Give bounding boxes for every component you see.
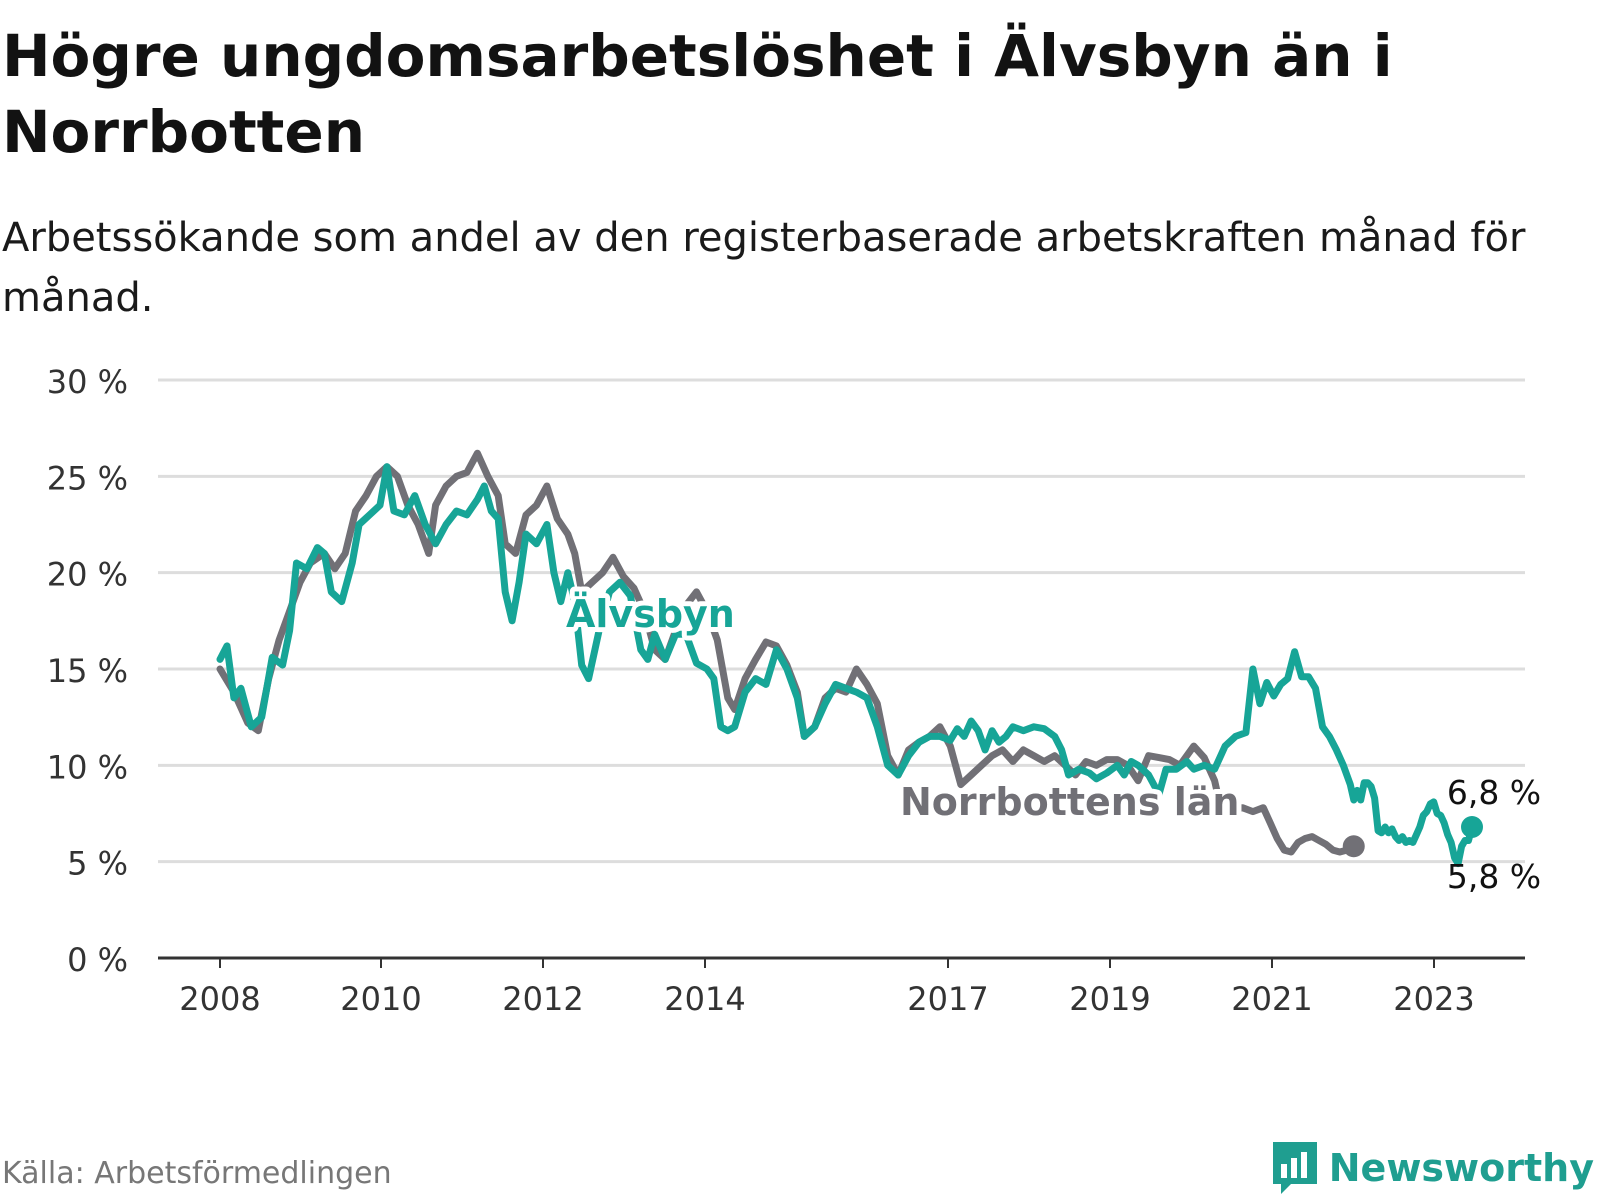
series-label-alvsbyn-halo: Älvsbyn: [566, 592, 735, 636]
x-tick-label: 2014: [664, 980, 745, 1018]
y-tick-label: 25 %: [47, 459, 128, 497]
bar-chart-speech-icon: [1272, 1142, 1317, 1194]
x-tick-label: 2008: [179, 980, 260, 1018]
brand-logo: Newsworthy: [1271, 1140, 1594, 1196]
series-end-dot: [1342, 835, 1365, 858]
x-tick-label: 2021: [1231, 980, 1312, 1018]
series-end-dot: [1461, 815, 1483, 838]
y-tick-label: 10 %: [47, 748, 128, 786]
x-tick-label: 2010: [340, 980, 421, 1018]
source-note: Källa: Arbetsförmedlingen: [2, 1156, 392, 1191]
brand-name: Newsworthy: [1328, 1146, 1594, 1190]
end-label-norrbotten: 5,8 %: [1447, 857, 1541, 896]
series-line-alvsbyn: [216, 463, 1476, 868]
y-tick-label: 15 %: [47, 652, 128, 690]
end-label-alvsbyn: 6,8 %: [1447, 773, 1541, 812]
x-tick-label: 2017: [907, 980, 988, 1018]
y-tick-label: 30 %: [47, 363, 128, 401]
x-tick-label: 2012: [502, 980, 583, 1018]
y-tick-label: 20 %: [47, 556, 128, 594]
y-tick-label: 5 %: [67, 845, 128, 883]
y-tick-label: 0 %: [67, 941, 128, 979]
series-label-norrbotten: Norrbottens län: [900, 780, 1239, 824]
x-tick-label: 2019: [1069, 980, 1150, 1018]
chart-title: Högre ungdomsarbetslöshet i Älvsbyn än i…: [2, 22, 1393, 166]
chart-subtitle: Arbetssökande som andel av den registerb…: [2, 215, 1526, 321]
series-label-alvsbyn: Älvsbyn: [566, 592, 735, 636]
line-chart: 0 % 5 % 10 % 15 % 20 % 25 % 30 % 2008 2010 2012 20…: [47, 363, 1541, 1018]
x-tick-label: 2023: [1393, 980, 1474, 1018]
series-label-norrbotten-halo: Norrbottens län: [900, 780, 1239, 824]
